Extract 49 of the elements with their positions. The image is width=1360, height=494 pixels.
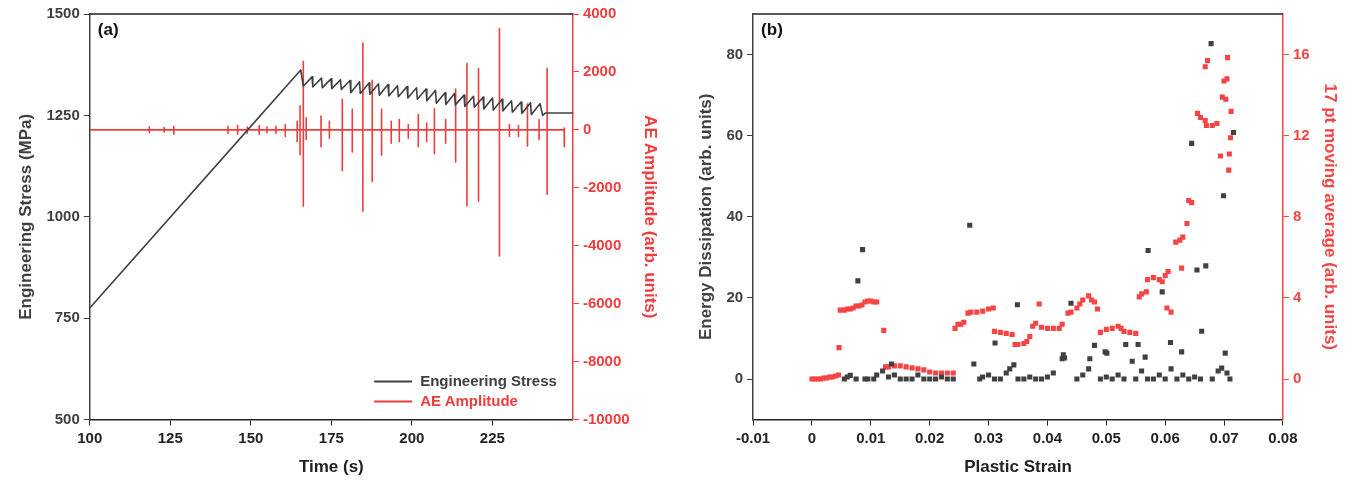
x-axis-title: Time (s) [298, 457, 364, 477]
y2-tick-label: 2000 [582, 62, 617, 80]
x-tick-label: 0.07 [1209, 428, 1239, 446]
x-tick-label: 0.02 [915, 428, 945, 446]
y-tick-label: 80 [726, 44, 744, 62]
x-tick-label: 100 [77, 428, 103, 446]
y2-tick-label: -2000 [582, 177, 622, 195]
x-tick-label: -0.01 [735, 428, 771, 446]
y2-tick-label: 0 [1292, 369, 1302, 387]
y2-tick-label: -10000 [582, 409, 630, 427]
y-tick-label: 750 [54, 308, 80, 326]
y-tick-label: 1250 [46, 105, 80, 123]
y2-tick-label: -6000 [582, 293, 622, 311]
x-tick-label: 0 [807, 428, 817, 446]
y-axis-title: Energy Dissipation (arb. units) [695, 93, 715, 341]
legend-label: AE Amplitude [420, 391, 518, 409]
y-tick-label: 1500 [46, 4, 80, 22]
x-tick-label: 0.04 [1032, 428, 1063, 446]
x-tick-label: 0.05 [1091, 428, 1121, 446]
y2-axis-title: 17 pt moving average (arb. units) [1321, 83, 1341, 350]
y2-tick-label: 4 [1292, 288, 1302, 306]
x-tick-label: 175 [318, 428, 344, 446]
y-tick-label: 60 [726, 125, 744, 143]
x-tick-label: 0.08 [1268, 428, 1298, 446]
annotation: (a) [97, 20, 119, 40]
y2-tick-label: -4000 [582, 235, 622, 253]
legend-label: Engineering Stress [420, 371, 557, 389]
y2-tick-label: 16 [1292, 44, 1310, 62]
y-tick-label: 40 [726, 206, 744, 224]
x-tick-label: 0.03 [973, 428, 1004, 446]
y-axis-title: Engineering Stress (MPa) [15, 113, 35, 320]
y2-tick-label: 0 [582, 120, 592, 138]
y-tick-label: 500 [54, 409, 80, 427]
x-tick-label: 0.06 [1150, 428, 1180, 446]
y-tick-label: 0 [734, 369, 744, 387]
x-axis-title: Plastic Strain [964, 457, 1072, 477]
y2-axis-title: AE Amplitude (arb. units) [641, 115, 661, 319]
x-tick-label: 125 [157, 428, 183, 446]
x-tick-label: 150 [238, 428, 264, 446]
y2-tick-label: 12 [1292, 125, 1310, 143]
x-tick-label: 225 [479, 428, 505, 446]
annotation: (b) [761, 20, 783, 40]
x-tick-label: 0.01 [856, 428, 886, 446]
y2-tick-label: 4000 [582, 4, 617, 22]
y-tick-label: 1000 [46, 206, 80, 224]
y2-tick-label: 8 [1292, 206, 1302, 224]
x-tick-label: 200 [399, 428, 425, 446]
y-tick-label: 20 [726, 288, 744, 306]
y2-tick-label: -8000 [582, 351, 622, 369]
